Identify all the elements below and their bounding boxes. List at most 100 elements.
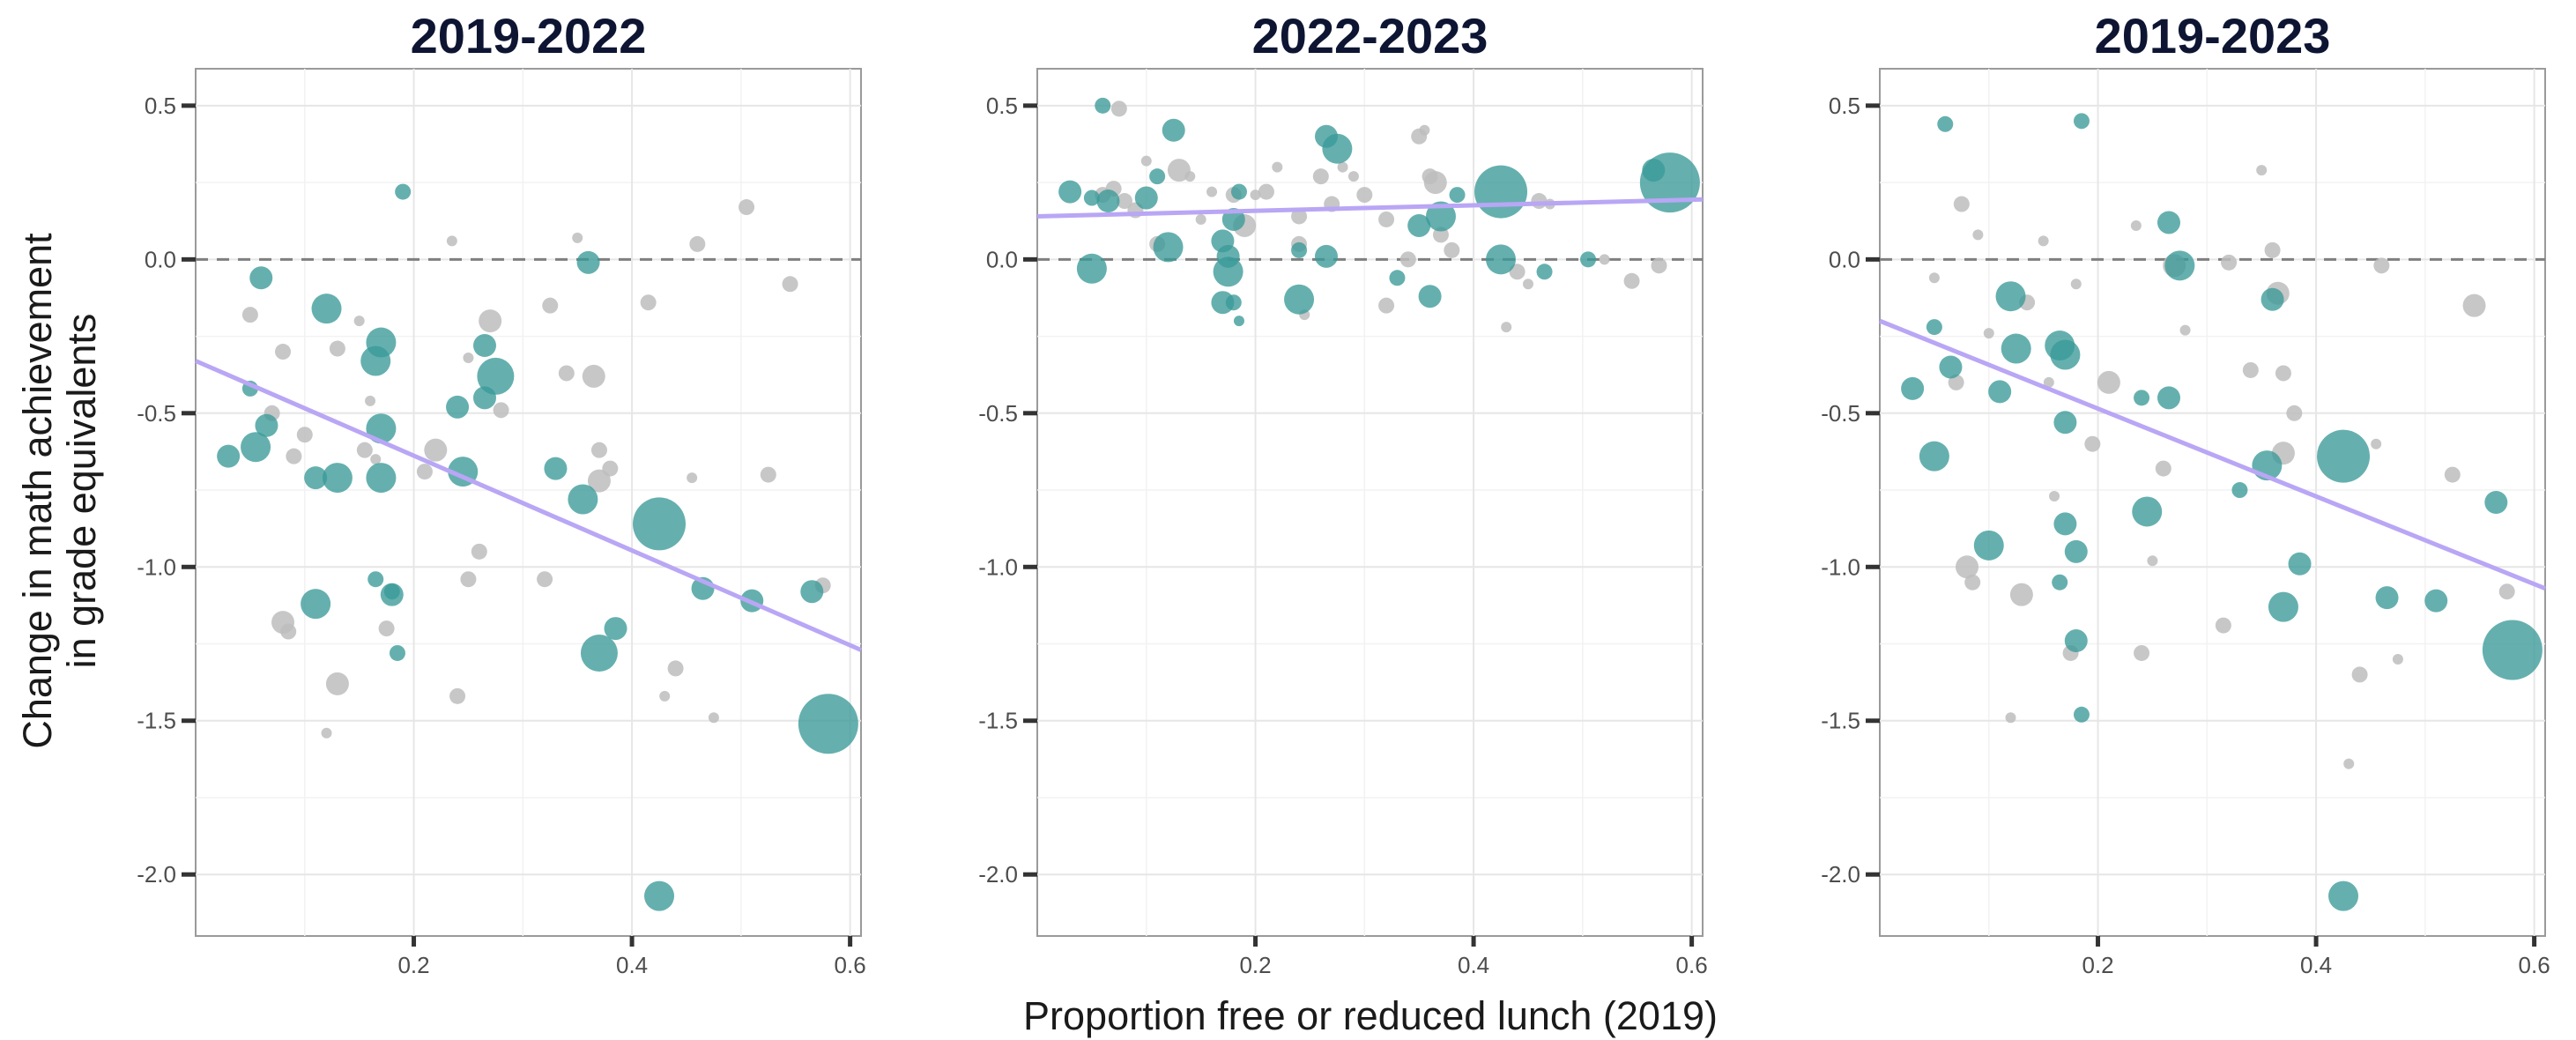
- data-point-highlight: [2052, 574, 2068, 591]
- data-point-highlight: [633, 497, 687, 551]
- data-point-highlight: [1939, 355, 1963, 379]
- data-point-other: [2043, 376, 2054, 388]
- data-point-other: [460, 571, 477, 588]
- x-tick-label: 0.4: [2300, 952, 2332, 978]
- data-point-highlight: [383, 583, 400, 600]
- data-point-other: [449, 687, 466, 704]
- data-point-highlight: [2260, 287, 2284, 311]
- data-point-highlight: [1919, 441, 1949, 472]
- data-point-highlight: [1995, 281, 2026, 312]
- data-point-other: [572, 232, 583, 243]
- data-point-other: [2392, 653, 2403, 665]
- data-point-other: [1378, 297, 1395, 314]
- data-point-other: [2049, 491, 2060, 502]
- data-point-highlight: [2157, 211, 2180, 234]
- data-point-other: [1972, 229, 1984, 241]
- data-point-other: [2275, 365, 2291, 382]
- data-point-highlight: [2064, 539, 2088, 563]
- data-point-other: [365, 395, 376, 406]
- data-point-other: [1206, 186, 1218, 197]
- y-tick-label: 0.0: [986, 246, 1018, 272]
- x-tick-label: 0.6: [2519, 952, 2550, 978]
- data-point-other: [286, 448, 302, 464]
- data-point-other: [2256, 165, 2268, 176]
- data-point-highlight: [644, 880, 675, 911]
- panels-layer: 0.5 0.0 -0.5 -1.0 -1.5 -2.0 0.2 0.4 0.6 2019-2022…: [137, 8, 2550, 978]
- data-point-highlight: [1076, 253, 1107, 284]
- data-point-highlight: [255, 413, 278, 437]
- data-point-other: [590, 442, 607, 458]
- data-point-other: [558, 365, 575, 382]
- data-point-highlight: [568, 484, 598, 515]
- y-tick-label: 0.5: [986, 93, 1018, 119]
- data-point-other: [2215, 617, 2231, 634]
- data-point-other: [2147, 555, 2158, 567]
- data-point-other: [1312, 168, 1329, 185]
- data-point-other: [1117, 193, 1133, 210]
- data-point-other: [1928, 272, 1940, 284]
- data-point-highlight: [2053, 512, 2077, 536]
- data-point-highlight: [395, 183, 412, 200]
- data-point-highlight: [580, 634, 618, 672]
- data-point-highlight: [2134, 390, 2150, 406]
- data-point-highlight: [1425, 201, 1456, 232]
- data-point-highlight: [1988, 380, 2012, 404]
- data-point-highlight: [2268, 591, 2298, 622]
- fit-line: [1036, 197, 1704, 219]
- panel-2: 0.5 0.0 -0.5 -1.0 -1.5 -2.0 0.2 0.4 0.6 2022-2023: [978, 8, 1708, 978]
- data-point-highlight: [322, 463, 353, 494]
- data-point-other: [2373, 257, 2390, 274]
- data-point-highlight: [2001, 333, 2031, 364]
- data-point-other: [1258, 183, 1274, 200]
- panel-title: 2019-2022: [411, 8, 647, 63]
- data-point-highlight: [2424, 589, 2448, 613]
- y-tick-label: 0.5: [145, 93, 176, 119]
- data-point-other: [760, 466, 776, 483]
- y-tick-label: -1.0: [978, 553, 1018, 580]
- data-point-other: [1444, 241, 1460, 258]
- data-point-other: [416, 464, 433, 480]
- x-tick-label: 0.4: [1458, 952, 1489, 978]
- data-point-other: [2221, 254, 2238, 271]
- data-point-other: [1432, 227, 1449, 243]
- data-point-highlight: [1580, 251, 1597, 268]
- y-tick-label: -0.5: [1821, 400, 1860, 427]
- fit-line: [195, 359, 862, 652]
- data-point-other: [325, 672, 349, 695]
- data-point-other: [2351, 666, 2368, 683]
- x-tick-label: 0.2: [397, 952, 429, 978]
- data-point-other: [687, 472, 698, 484]
- data-point-other: [1140, 155, 1152, 167]
- data-point-other: [378, 620, 395, 637]
- y-tick-label: -1.5: [1821, 708, 1860, 734]
- panel-1: 0.5 0.0 -0.5 -1.0 -1.5 -2.0 0.2 0.4 0.6 2019-2022: [137, 8, 866, 978]
- data-point-highlight: [2231, 482, 2248, 499]
- data-point-other: [2155, 460, 2171, 477]
- data-point-other: [587, 469, 611, 493]
- data-point-highlight: [2288, 552, 2312, 576]
- data-point-other: [2444, 466, 2461, 483]
- data-point-highlight: [544, 457, 568, 480]
- data-point-highlight: [1314, 244, 1338, 268]
- data-point-other: [1948, 374, 1964, 390]
- y-tick-label: -1.0: [1821, 553, 1860, 580]
- data-point-other: [1356, 187, 1373, 204]
- data-point-other: [659, 690, 671, 702]
- data-point-highlight: [366, 327, 397, 358]
- data-point-highlight: [1230, 183, 1247, 200]
- data-point-other: [1378, 211, 1395, 227]
- data-point-other: [2070, 279, 2082, 290]
- data-point-highlight: [1149, 168, 1166, 185]
- data-point-highlight: [367, 571, 384, 588]
- data-point-other: [241, 307, 258, 323]
- data-point-other: [537, 571, 553, 588]
- data-point-other: [493, 402, 509, 419]
- data-point-highlight: [1134, 186, 1158, 210]
- data-point-highlight: [301, 589, 331, 620]
- y-tick-label: 0.0: [1829, 246, 1860, 272]
- y-tick-label: -0.5: [137, 400, 176, 427]
- data-point-highlight: [1449, 187, 1466, 204]
- data-point-highlight: [1389, 270, 1406, 286]
- y-axis-title-line-2: in grade equivalents: [59, 314, 104, 669]
